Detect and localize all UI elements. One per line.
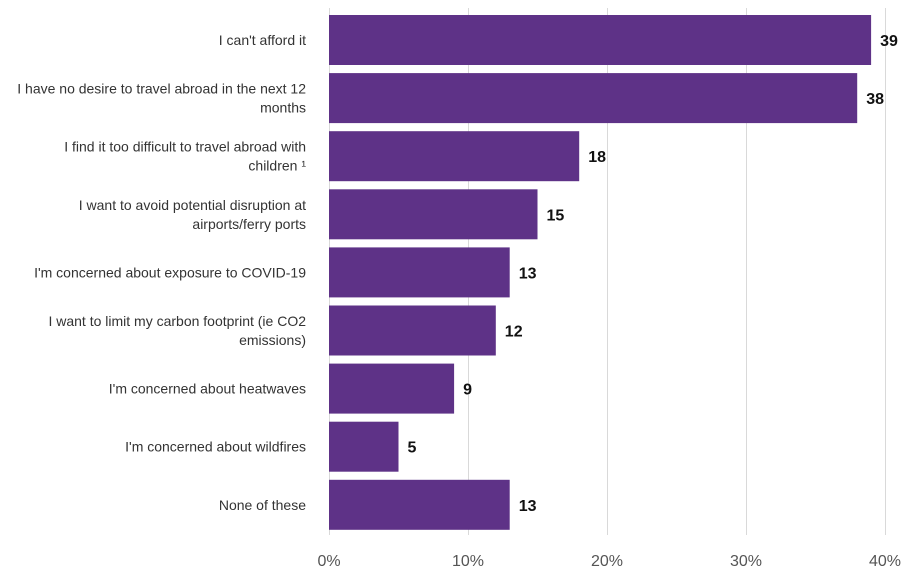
bar xyxy=(329,189,538,240)
category-label: I can't afford it xyxy=(219,32,306,48)
bar xyxy=(329,73,858,124)
value-labels: 39 38 18 15 13 12 9 5 13 xyxy=(408,33,898,515)
data-label: 13 xyxy=(519,265,537,282)
bar xyxy=(329,363,455,414)
x-tick-label: 0% xyxy=(317,553,340,569)
bar xyxy=(329,479,510,530)
data-label: 38 xyxy=(866,91,884,108)
bar xyxy=(329,421,399,472)
x-tick-label: 10% xyxy=(452,553,484,569)
category-label: I find it too difficult to travel abroad… xyxy=(64,139,306,174)
bar xyxy=(329,247,510,298)
x-tick-label: 20% xyxy=(591,553,623,569)
category-label: I'm concerned about wildfires xyxy=(125,439,306,455)
bar xyxy=(329,305,496,356)
category-label: I want to avoid potential disruption at a… xyxy=(79,197,306,232)
category-label: I have no desire to travel abroad in the… xyxy=(17,81,306,116)
x-tick-label: 40% xyxy=(869,553,901,569)
category-label: I want to limit my carbon footprint (ie … xyxy=(48,313,306,348)
category-label: None of these xyxy=(219,497,306,513)
x-tick-label: 30% xyxy=(730,553,762,569)
bar xyxy=(329,15,872,65)
data-label: 18 xyxy=(588,149,606,166)
data-label: 5 xyxy=(408,440,417,457)
data-label: 12 xyxy=(505,324,523,341)
data-label: 9 xyxy=(463,382,472,399)
category-label: I'm concerned about exposure to COVID-19 xyxy=(34,264,306,280)
category-label: I'm concerned about heatwaves xyxy=(109,381,306,397)
category-labels: I can't afford it I have no desire to tra… xyxy=(17,32,306,513)
bar xyxy=(329,131,580,182)
data-label: 39 xyxy=(880,33,898,50)
bars xyxy=(329,15,872,530)
data-label: 15 xyxy=(547,207,565,224)
data-label: 13 xyxy=(519,498,537,515)
x-axis-ticks: 0% 10% 20% 30% 40% xyxy=(317,553,901,569)
